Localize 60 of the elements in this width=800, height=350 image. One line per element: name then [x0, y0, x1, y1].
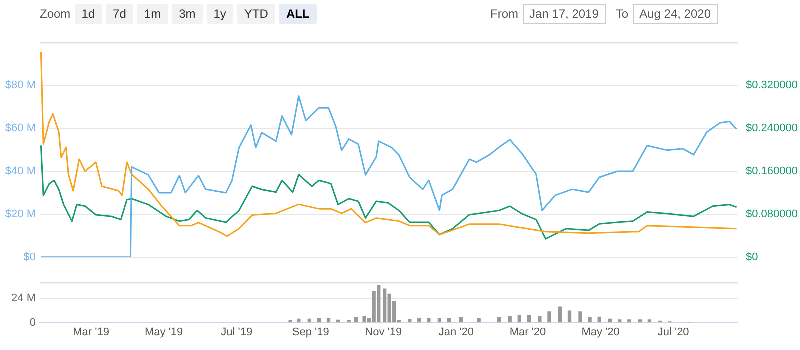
bar [538, 316, 542, 323]
text: 3m [172, 4, 203, 24]
y-tick-label: $0 [24, 251, 36, 264]
bar [527, 315, 532, 323]
bar [628, 320, 632, 323]
y2-tick-label: $0.320000 [746, 80, 798, 92]
bar [354, 317, 358, 323]
y-tick-label: $60 M [5, 122, 36, 135]
bar [438, 318, 442, 323]
text: Aug 24, 2020 [632, 4, 718, 24]
y-tick-label: 0 [30, 316, 36, 329]
text: From [490, 7, 518, 21]
bar [498, 317, 502, 323]
x-tick-label: Mar '19 [73, 326, 110, 338]
y2-tick-label: $0.240000 [746, 122, 798, 135]
bar [548, 312, 552, 323]
y2-tick-label: $0.080000 [746, 208, 798, 220]
text: 1d [74, 4, 102, 24]
text: Jan 17, 2019 [522, 4, 606, 24]
x-tick-label: Jan '20 [438, 326, 474, 338]
bar [317, 318, 322, 323]
x-tick-label: May '20 [582, 326, 620, 338]
bar [408, 319, 412, 323]
bar [558, 306, 562, 323]
bar [459, 317, 464, 323]
text: To [616, 7, 629, 21]
bar [588, 317, 592, 323]
bar [578, 312, 582, 323]
y2-tick-label: $0.160000 [746, 166, 798, 178]
bar [447, 318, 452, 323]
bar [477, 318, 481, 323]
bar [427, 318, 431, 323]
x-tick-label: Jul '20 [658, 326, 690, 338]
bar [418, 318, 422, 323]
bar [618, 320, 622, 323]
bar [288, 320, 292, 323]
y-tick-label: 24 M [12, 292, 36, 305]
bar [518, 315, 522, 323]
y-tick-label: $20 M [5, 208, 36, 220]
text: 1y [206, 4, 234, 24]
x-tick-label: Nov '19 [365, 326, 402, 338]
text: ALL [279, 4, 317, 24]
x-tick-label: Sep '19 [292, 326, 330, 338]
bar [326, 318, 331, 323]
bar [648, 320, 652, 323]
bar [638, 320, 642, 323]
text: Zoom [40, 7, 71, 21]
text: 7d [106, 4, 134, 24]
bar [347, 320, 351, 323]
y2-tick-label: $0 [746, 251, 758, 264]
x-tick-label: Jul '19 [221, 326, 253, 338]
y-tick-label: $40 M [5, 166, 36, 178]
x-tick-label: May '19 [144, 326, 184, 338]
x-tick-label: Mar '20 [510, 326, 546, 338]
bar [508, 316, 512, 323]
text: 1m [137, 4, 168, 24]
text: YTD [237, 4, 276, 24]
bar [568, 310, 572, 323]
y-tick-label: $80 M [5, 80, 36, 92]
bar [598, 316, 602, 323]
